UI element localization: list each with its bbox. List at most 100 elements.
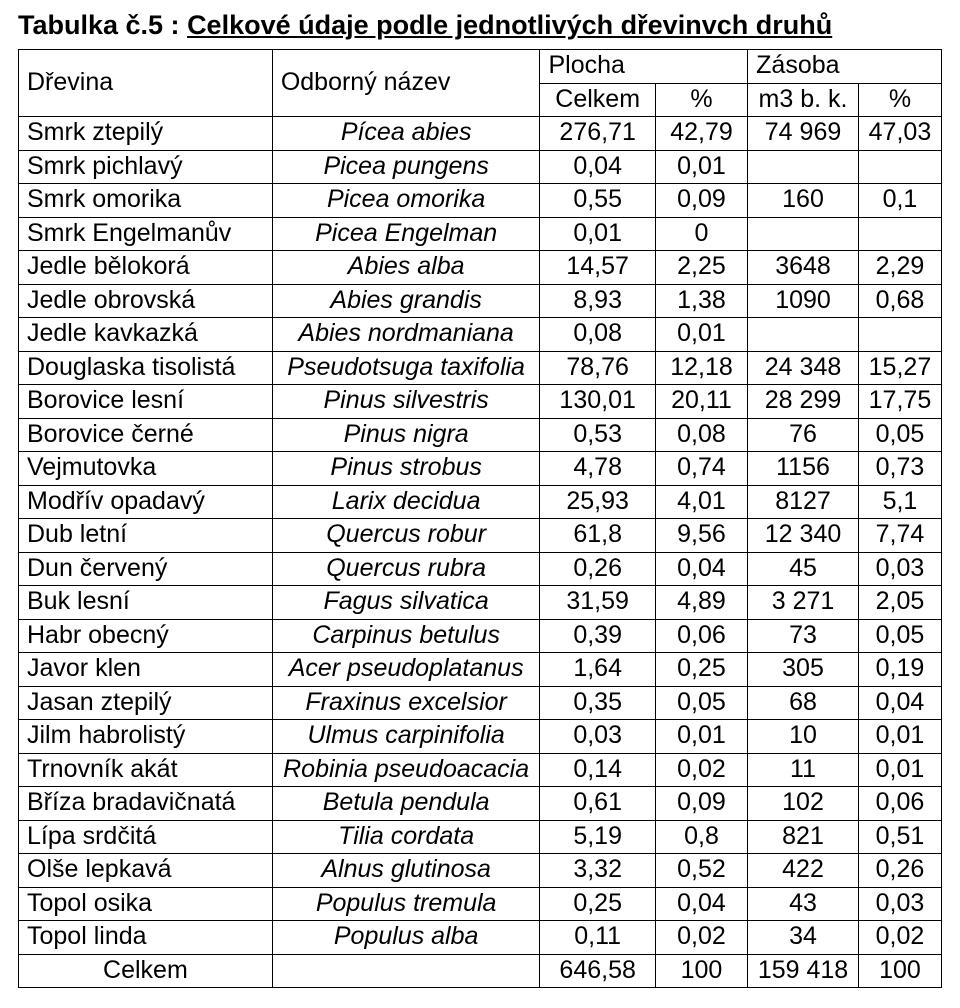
cell-latin: Quercus rubra	[272, 552, 540, 586]
cell-area-pct: 0,74	[655, 452, 747, 486]
cell-stock-pct: 0,68	[858, 284, 941, 318]
cell-stock-pct: 0,03	[858, 887, 941, 921]
cell-latin: Robinia pseudoacacia	[272, 753, 540, 787]
cell-stock: 73	[748, 619, 859, 653]
table-row: Dub letníQuercus robur61,89,5612 3407,74	[19, 519, 942, 553]
cell-stock	[748, 318, 859, 352]
cell-area: 0,35	[540, 686, 655, 720]
table-row: Jasan ztepilýFraxinus excelsior0,350,056…	[19, 686, 942, 720]
cell-stock: 821	[748, 820, 859, 854]
cell-area-pct: 4,01	[655, 485, 747, 519]
cell-area-pct: 0,01	[655, 318, 747, 352]
cell-area-pct: 0,09	[655, 787, 747, 821]
total-stock-pct: 100	[858, 954, 941, 988]
table-row: Olše lepkaváAlnus glutinosa3,320,524220,…	[19, 854, 942, 888]
cell-area: 0,55	[540, 184, 655, 218]
col-odborny-nazev: Odborný název	[272, 50, 540, 117]
table-row: Smrk ztepilýPícea abies276,7142,7974 969…	[19, 117, 942, 151]
table-total-row: Celkem646,58100159 418100	[19, 954, 942, 988]
cell-latin: Pseudotsuga taxifolia	[272, 351, 540, 385]
cell-stock: 68	[748, 686, 859, 720]
cell-name: Olše lepkavá	[19, 854, 273, 888]
cell-latin: Ulmus carpinifolia	[272, 720, 540, 754]
page-title: Tabulka č.5 : Celkové údaje podle jednot…	[18, 10, 942, 41]
cell-stock-pct: 47,03	[858, 117, 941, 151]
cell-name: Jilm habrolistý	[19, 720, 273, 754]
cell-stock-pct: 0,04	[858, 686, 941, 720]
cell-area: 0,26	[540, 552, 655, 586]
cell-name: Topol osika	[19, 887, 273, 921]
cell-name: Borovice černé	[19, 418, 273, 452]
cell-latin: Pícea abies	[272, 117, 540, 151]
table-row: Jedle bělokoráAbies alba14,572,2536482,2…	[19, 251, 942, 285]
cell-area: 0,14	[540, 753, 655, 787]
col-pct2: %	[858, 83, 941, 117]
cell-name: Douglaska tisolistá	[19, 351, 273, 385]
table-row: Trnovník akátRobinia pseudoacacia0,14 0,0…	[19, 753, 942, 787]
cell-stock: 10	[748, 720, 859, 754]
cell-area-pct: 42,79	[655, 117, 747, 151]
cell-latin: Carpinus betulus	[272, 619, 540, 653]
cell-stock-pct: 0,1	[858, 184, 941, 218]
total-blank	[272, 954, 540, 988]
cell-name: Borovice lesní	[19, 385, 273, 419]
cell-stock: 45	[748, 552, 859, 586]
cell-stock-pct: 15,27	[858, 351, 941, 385]
cell-area: 31,59	[540, 586, 655, 620]
cell-stock: 102	[748, 787, 859, 821]
table-row: Topol osikaPopulus tremula0,250,04430,03	[19, 887, 942, 921]
table-row: Jilm habrolistýUlmus carpinifolia0,030,0…	[19, 720, 942, 754]
cell-stock-pct: 0,01	[858, 753, 941, 787]
cell-area: 5,19	[540, 820, 655, 854]
cell-latin: Fagus silvatica	[272, 586, 540, 620]
cell-stock: 160	[748, 184, 859, 218]
cell-name: Smrk pichlavý	[19, 150, 273, 184]
total-label: Celkem	[19, 954, 273, 988]
cell-area: 0,25	[540, 887, 655, 921]
cell-name: Dub letní	[19, 519, 273, 553]
cell-stock-pct: 7,74	[858, 519, 941, 553]
cell-stock-pct	[858, 150, 941, 184]
cell-stock: 11	[748, 753, 859, 787]
table-row: Bříza bradavičnatáBetula pendula0,610,09…	[19, 787, 942, 821]
cell-stock: 43	[748, 887, 859, 921]
cell-name: Vejmutovka	[19, 452, 273, 486]
cell-stock-pct: 0,73	[858, 452, 941, 486]
cell-stock-pct: 0,05	[858, 619, 941, 653]
cell-name: Topol linda	[19, 921, 273, 955]
cell-area: 4,78	[540, 452, 655, 486]
cell-latin: Abies nordmaniana	[272, 318, 540, 352]
cell-area-pct: 0,8	[655, 820, 747, 854]
cell-name: Jedle obrovská	[19, 284, 273, 318]
cell-stock: 34	[748, 921, 859, 955]
cell-area-pct: 0,25	[655, 653, 747, 687]
cell-latin: Pinus silvestris	[272, 385, 540, 419]
cell-stock-pct	[858, 217, 941, 251]
table-row: Borovice lesníPinus silvestris130,0120,1…	[19, 385, 942, 419]
cell-stock-pct: 0,03	[858, 552, 941, 586]
table-row: Lípa srdčitáTilia cordata5,190,88210,51	[19, 820, 942, 854]
cell-stock-pct: 0,01	[858, 720, 941, 754]
cell-name: Trnovník akát	[19, 753, 273, 787]
cell-area-pct: 0,05	[655, 686, 747, 720]
cell-area: 0,01	[540, 217, 655, 251]
cell-stock-pct	[858, 318, 941, 352]
cell-latin: Larix decidua	[272, 485, 540, 519]
cell-name: Jedle bělokorá	[19, 251, 273, 285]
cell-area-pct: 0,01	[655, 150, 747, 184]
cell-area: 25,93	[540, 485, 655, 519]
title-prefix: Tabulka č.5 :	[18, 10, 187, 40]
col-pct1: %	[655, 83, 747, 117]
cell-latin: Acer pseudoplatanus	[272, 653, 540, 687]
table-row: VejmutovkaPinus strobus4,780,7411560,73	[19, 452, 942, 486]
cell-latin: Abies grandis	[272, 284, 540, 318]
cell-latin: Abies alba	[272, 251, 540, 285]
total-area: 646,58	[540, 954, 655, 988]
col-celkem: Celkem	[540, 83, 655, 117]
cell-area-pct: 4,89	[655, 586, 747, 620]
cell-latin: Quercus robur	[272, 519, 540, 553]
cell-stock-pct: 0,05	[858, 418, 941, 452]
cell-area-pct: 0,08	[655, 418, 747, 452]
cell-stock-pct: 17,75	[858, 385, 941, 419]
cell-stock: 76	[748, 418, 859, 452]
